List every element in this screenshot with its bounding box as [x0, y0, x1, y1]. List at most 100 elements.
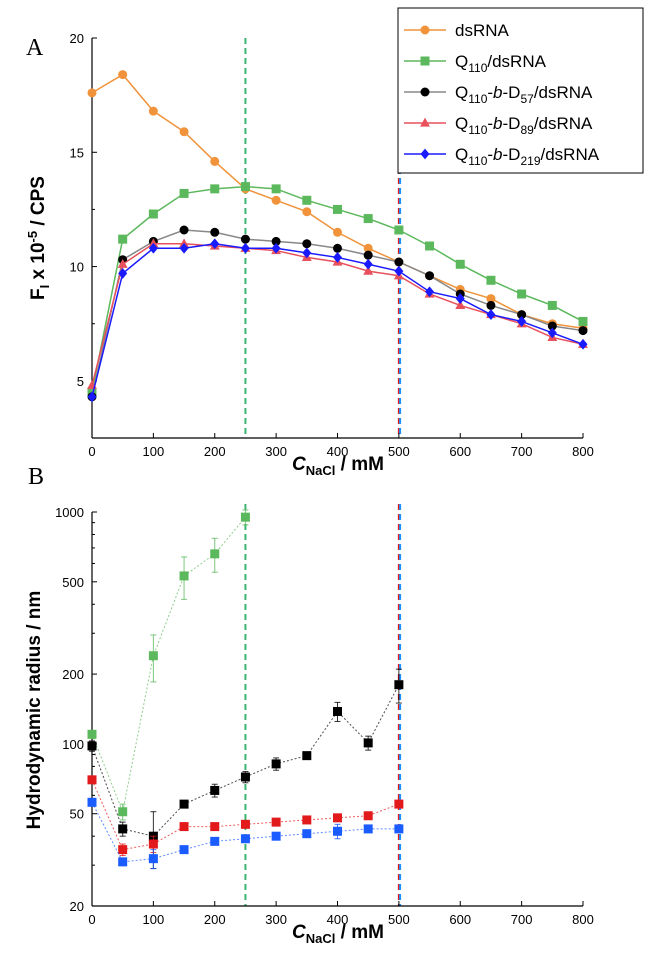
data-point [547, 327, 557, 339]
series-line [91, 684, 400, 837]
data-point [578, 338, 588, 350]
x-tick-label: 200 [204, 912, 226, 927]
x-tick-label: 400 [327, 444, 349, 459]
x-axis-title: CNaCl / mM [292, 454, 384, 478]
data-point [271, 184, 281, 194]
data-point [486, 300, 496, 310]
series-0 [87, 509, 250, 821]
data-point [333, 204, 342, 214]
y-tick-label: 20 [70, 31, 84, 46]
data-point [117, 258, 128, 268]
y-tick-label: 1000 [55, 505, 84, 520]
x-tick-label: 600 [449, 912, 471, 927]
x-tick-label: 300 [265, 444, 287, 459]
data-point [118, 807, 128, 817]
data-point [210, 836, 220, 846]
data-point [363, 243, 373, 253]
data-point [333, 252, 342, 263]
x-tick-label: 700 [511, 444, 533, 459]
series-line [91, 516, 246, 814]
x-tick-label: 200 [204, 444, 226, 459]
data-point [118, 824, 128, 834]
x-axis-title: CNaCl / mM [292, 922, 384, 946]
x-tick-label: 400 [327, 912, 349, 927]
data-point [210, 785, 220, 795]
panel-label: A [26, 35, 44, 61]
data-point [578, 326, 588, 336]
series-1 [87, 668, 404, 870]
y-tick-label: 10 [70, 260, 84, 275]
data-point [425, 241, 435, 251]
data-point [118, 70, 128, 80]
legend-entry: Q110-b-D219/dsRNA [455, 145, 600, 168]
data-point [87, 775, 97, 785]
data-point [394, 824, 404, 834]
data-point [517, 289, 527, 299]
data-point [179, 127, 189, 137]
y-tick-label: 100 [62, 737, 84, 752]
data-point [210, 238, 220, 250]
data-point [271, 195, 281, 205]
y-axis-title: Hydrodynamic radius / nm [24, 591, 45, 830]
data-point [547, 300, 557, 310]
data-point [118, 268, 128, 279]
y-axis-title: FI x 10-5 / CPS [25, 176, 52, 300]
data-point [363, 214, 373, 224]
data-point [210, 227, 220, 237]
data-point [240, 182, 250, 192]
data-point [148, 839, 158, 849]
data-point [240, 234, 250, 244]
data-point [455, 259, 465, 269]
data-point [363, 250, 373, 260]
data-point [240, 834, 250, 844]
data-point [302, 829, 312, 839]
data-point [363, 258, 373, 270]
x-tick-label: 700 [511, 912, 533, 927]
data-point [271, 831, 281, 841]
data-point [455, 293, 465, 304]
data-point [240, 819, 250, 829]
data-point [148, 242, 158, 254]
data-point [118, 845, 128, 855]
data-point [148, 209, 158, 219]
data-point [179, 188, 189, 198]
legend-marker [420, 148, 430, 160]
data-point [87, 391, 97, 403]
x-tick-label: 100 [143, 444, 165, 459]
data-point [302, 239, 312, 249]
data-point [302, 815, 312, 825]
series-3 [87, 797, 404, 870]
data-point [302, 207, 312, 217]
data-point [271, 236, 281, 246]
data-point [179, 822, 189, 832]
x-tick-label: 0 [88, 444, 95, 459]
data-point [363, 265, 374, 275]
legend-marker [420, 87, 430, 97]
data-point [333, 243, 342, 253]
data-point [148, 238, 159, 248]
data-point [210, 549, 220, 559]
series-4 [87, 238, 588, 403]
data-point [148, 651, 158, 661]
legend-marker [420, 25, 430, 35]
series-2 [87, 775, 404, 857]
y-tick-label: 500 [62, 575, 84, 590]
y-tick-label: 15 [70, 145, 84, 160]
data-point [333, 826, 342, 836]
x-tick-label: 600 [449, 444, 471, 459]
series-2 [87, 225, 588, 402]
legend-marker [420, 117, 430, 127]
data-point [302, 247, 312, 259]
data-point [271, 759, 281, 769]
data-point [486, 294, 496, 304]
data-point [148, 854, 158, 864]
data-point [87, 729, 97, 739]
data-point [271, 817, 281, 827]
data-point [271, 242, 281, 254]
x-tick-label: 500 [388, 444, 410, 459]
data-point [179, 238, 190, 248]
data-point [179, 242, 189, 254]
data-point [240, 242, 250, 254]
data-point [87, 741, 97, 751]
